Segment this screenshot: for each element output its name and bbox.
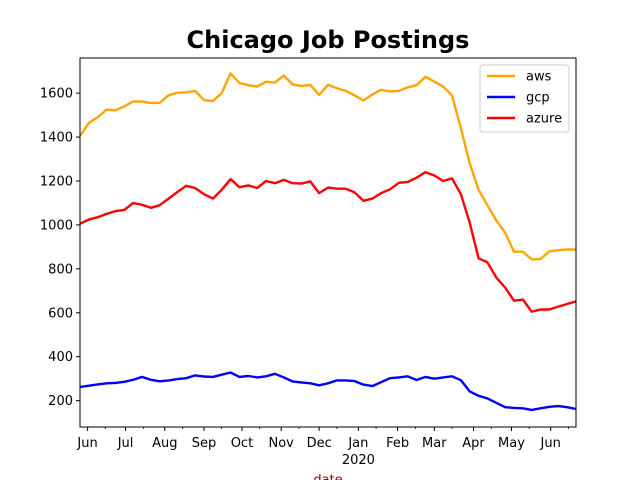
y-tick-label: 600 (48, 306, 73, 321)
y-tick-label: 1400 (40, 131, 73, 146)
series-line-gcp (79, 371, 577, 412)
legend-frame (479, 64, 570, 133)
y-tick-label: 1000 (40, 218, 73, 233)
legend-label-azure: azure (526, 112, 562, 127)
x-axis-label: date (313, 473, 342, 480)
x-tick-label: Jan (347, 436, 368, 451)
legend-label-gcp: gcp (526, 91, 550, 106)
x-tick-label: Oct (231, 436, 253, 451)
series-layer (79, 72, 577, 412)
series-line-azure (79, 170, 577, 313)
x-tick-label: Apr (462, 436, 485, 451)
x-axis-year-label: 2020 (342, 453, 375, 468)
x-tick-label: Sep (192, 436, 217, 451)
chart-title: Chicago Job Postings (187, 26, 470, 54)
legend: aws gcp azure (479, 64, 570, 133)
y-tick-label: 800 (48, 262, 73, 277)
y-tick-label: 1200 (40, 175, 73, 190)
series-line-aws (79, 72, 576, 261)
x-tick-label: May (498, 436, 525, 451)
x-axis: Jun Jul Aug Sep Oct Nov Dec Jan Feb Mar Apr May Jun (76, 427, 569, 451)
y-tick-label: 400 (48, 350, 73, 365)
x-tick-label: Nov (268, 436, 294, 451)
plot-area-frame (79, 57, 577, 428)
x-tick-label: Feb (386, 436, 409, 451)
y-tick-label: 200 (48, 394, 73, 409)
x-tick-label: Dec (307, 436, 332, 451)
x-tick-label: Mar (422, 436, 447, 451)
x-tick-label: Jun (540, 436, 561, 451)
x-tick-label: Jun (76, 436, 97, 451)
y-axis: 200 400 600 800 1000 1200 1400 1600 (40, 87, 80, 409)
x-tick-label: Jul (117, 436, 134, 451)
x-tick-label: Aug (152, 436, 177, 451)
legend-label-aws: aws (526, 70, 552, 85)
y-tick-label: 1600 (40, 87, 73, 102)
